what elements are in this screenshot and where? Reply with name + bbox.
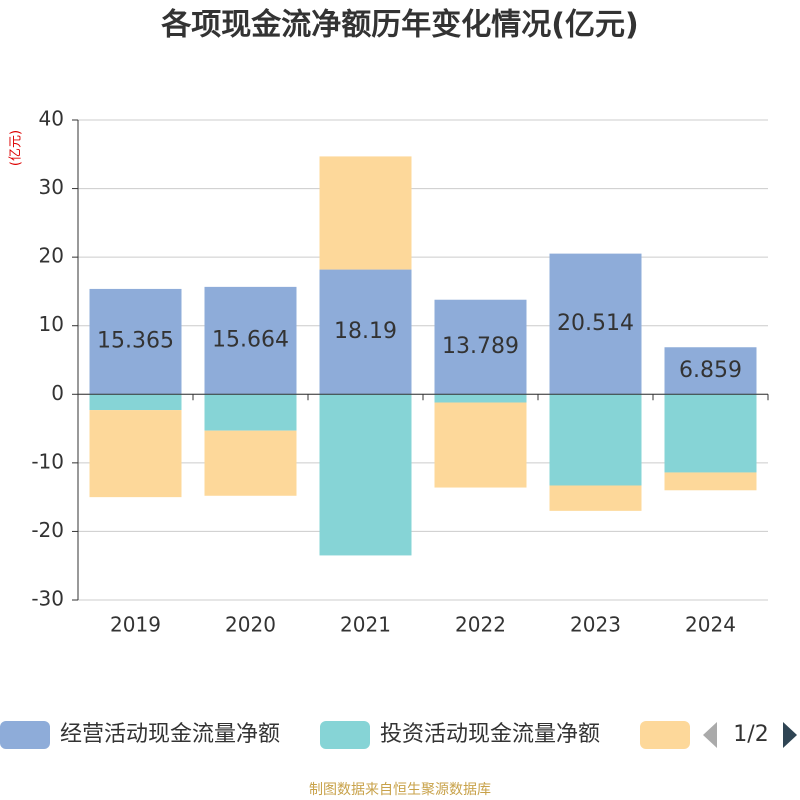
x-tick-label: 2021	[340, 613, 391, 637]
legend-label: 经营活动现金流量净额	[60, 722, 280, 747]
source: 制图数据来自恒生聚源数据库	[309, 782, 491, 798]
bar	[319, 269, 412, 395]
chart-title: 各项现金流净额历年变化情况(亿元)	[160, 8, 638, 43]
legend-page: 1/2	[733, 722, 768, 747]
bar	[549, 253, 642, 395]
x-tick-label: 2024	[685, 613, 736, 637]
x-tick-label: 2020	[225, 613, 276, 637]
y-tick-label: 20	[39, 244, 64, 268]
y-tick-label: 0	[51, 381, 64, 405]
legend-label: 投资活动现金流量净额	[380, 722, 600, 747]
legend-swatch	[640, 721, 690, 749]
y-axis-label: (亿元)	[9, 130, 24, 166]
data-label: 15.664	[212, 328, 289, 353]
y-tick-label: -20	[31, 518, 64, 542]
bar	[89, 288, 182, 395]
bar	[89, 410, 182, 498]
data-label: 6.859	[679, 358, 742, 383]
bar	[549, 394, 642, 486]
x-tick-label: 2022	[455, 613, 506, 637]
y-tick-label: -10	[31, 449, 64, 473]
bar	[319, 394, 412, 556]
bar	[549, 485, 642, 511]
legend-next[interactable]	[783, 722, 797, 748]
bar	[664, 394, 757, 473]
legend-swatch	[320, 721, 370, 749]
legend-prev[interactable]	[703, 722, 717, 748]
bar	[664, 472, 757, 491]
x-tick-label: 2019	[110, 613, 161, 637]
bar	[204, 286, 297, 395]
data-label: 15.365	[97, 329, 174, 354]
y-tick-label: 40	[39, 107, 64, 131]
bar	[319, 156, 412, 270]
y-tick-label: 30	[39, 175, 64, 199]
y-tick-label: -30	[31, 587, 64, 611]
bar	[204, 394, 297, 431]
legend-swatch	[0, 721, 50, 749]
bar	[434, 402, 527, 488]
bar	[89, 394, 182, 411]
data-label: 18.19	[334, 319, 397, 344]
bar	[434, 299, 527, 395]
data-label: 13.789	[442, 334, 519, 359]
bar	[204, 430, 297, 496]
y-tick-label: 10	[39, 312, 64, 336]
x-tick-label: 2023	[570, 613, 621, 637]
bar	[434, 394, 527, 403]
data-label: 20.514	[557, 311, 634, 336]
bar	[664, 347, 757, 395]
